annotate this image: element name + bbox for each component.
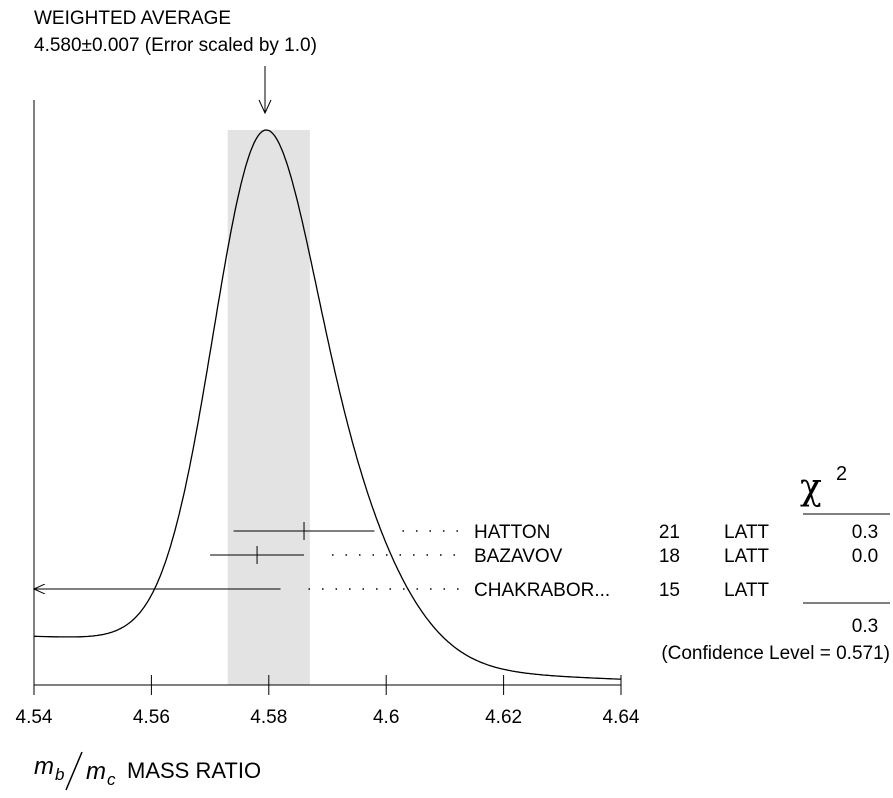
x-label-num-sub: b — [55, 765, 64, 784]
chart-subtitle: 4.580±0.007 (Error scaled by 1.0) — [34, 35, 317, 56]
chi2-total: 0.3 — [852, 616, 878, 637]
measurement-name: HATTON — [474, 522, 550, 543]
measurement-name: CHAKRABOR... — [474, 580, 610, 601]
x-axis-label: m b m c MASS RATIO — [34, 751, 261, 791]
chi2-header-sup: 2 — [836, 463, 847, 485]
chart-title: WEIGHTED AVERAGE — [34, 8, 231, 29]
measurement-chi2: 0.0 — [852, 546, 878, 567]
x-tick-label: 4.58 — [250, 707, 287, 728]
x-label-slash — [65, 751, 83, 791]
average-arrowhead — [258, 99, 272, 115]
x-tick-label: 4.54 — [16, 707, 53, 728]
x-tick-label: 4.64 — [603, 707, 640, 728]
measurement-name: BAZAVOV — [474, 546, 563, 567]
measurement-year: 18 — [659, 546, 680, 567]
x-label-den: m — [86, 758, 106, 785]
measurement-year: 21 — [659, 522, 680, 543]
x-label-num: m — [34, 753, 54, 780]
measurement-year: 15 — [659, 580, 680, 601]
x-tick-label: 4.56 — [133, 707, 170, 728]
x-label-den-sub: c — [107, 770, 116, 789]
x-tick-label: 4.62 — [485, 707, 522, 728]
x-label-text: MASS RATIO — [127, 758, 261, 783]
ideogram-curve — [34, 129, 622, 680]
measurement-technique: LATT — [724, 580, 769, 601]
measurement-technique: LATT — [724, 546, 769, 567]
x-tick-label: 4.6 — [373, 707, 399, 728]
confidence-level: (Confidence Level = 0.571) — [661, 643, 890, 664]
chi2-header: χ — [800, 467, 822, 508]
measurement-chi2: 0.3 — [852, 522, 878, 543]
average-band — [227, 130, 310, 685]
measurement-technique: LATT — [724, 522, 769, 543]
